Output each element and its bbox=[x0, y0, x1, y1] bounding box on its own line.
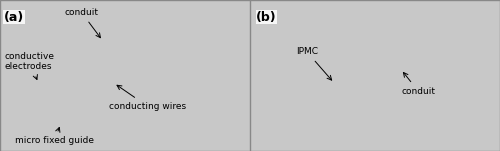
Text: (b): (b) bbox=[256, 11, 277, 24]
Text: conduit: conduit bbox=[402, 72, 436, 96]
Text: conduit: conduit bbox=[64, 8, 100, 38]
Text: micro fixed guide: micro fixed guide bbox=[15, 127, 94, 145]
Text: (a): (a) bbox=[4, 11, 24, 24]
Text: conducting wires: conducting wires bbox=[109, 85, 186, 111]
Text: IPMC: IPMC bbox=[296, 47, 332, 80]
Text: conductive
electrodes: conductive electrodes bbox=[5, 52, 55, 79]
